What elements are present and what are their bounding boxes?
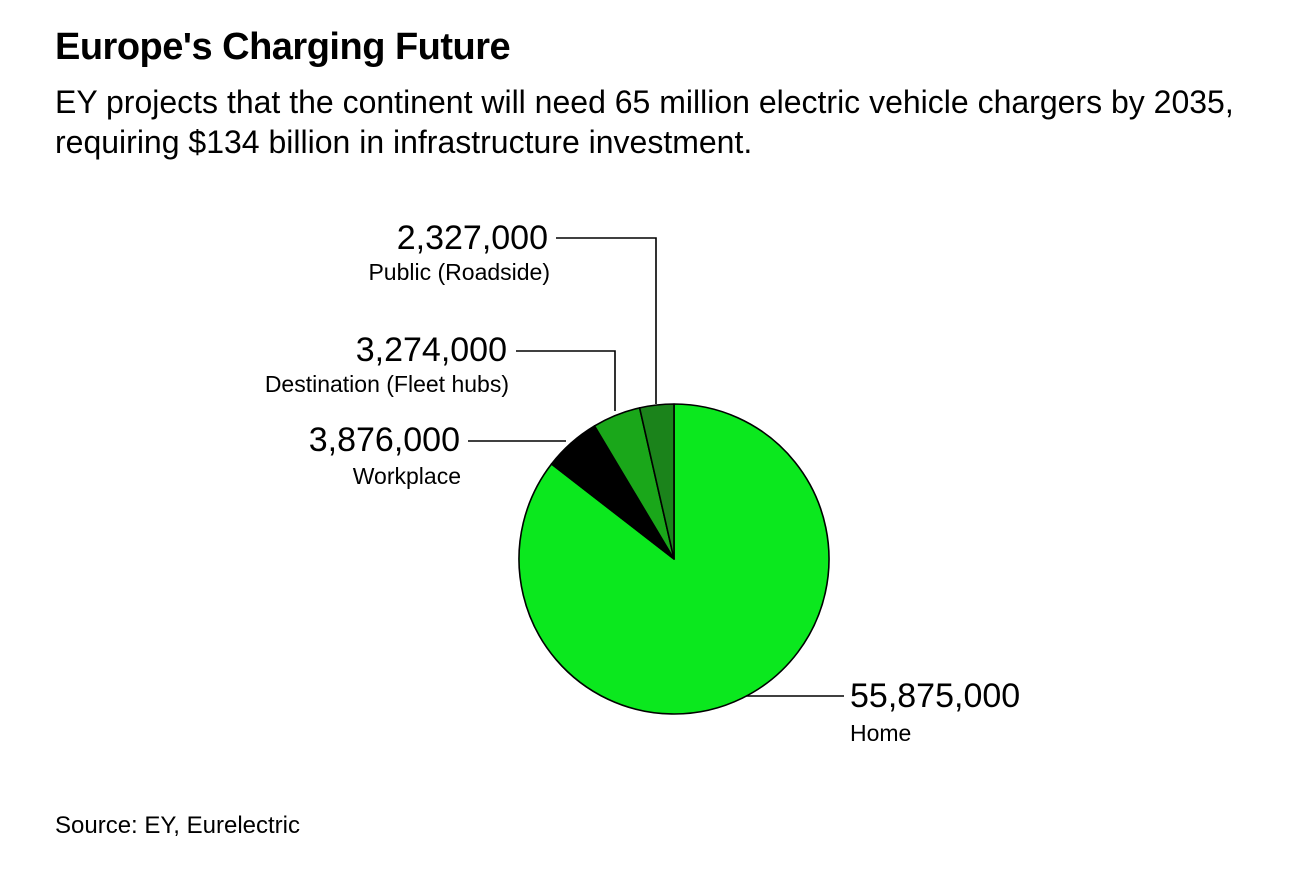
value-label-destination: 3,274,000	[356, 331, 507, 369]
leader-line-destination	[516, 350, 616, 411]
pie-slice-public	[638, 403, 675, 560]
category-label-public: Public (Roadside)	[368, 259, 550, 285]
chart-title: Europe's Charging Future	[55, 26, 511, 68]
pie-slices	[518, 403, 830, 715]
pie-slice-home	[518, 403, 830, 715]
chart-subtitle: EY projects that the continent will need…	[55, 84, 1234, 160]
value-label-public: 2,327,000	[397, 219, 548, 257]
category-label-workplace: Workplace	[353, 463, 461, 489]
category-label-destination: Destination (Fleet hubs)	[265, 371, 509, 397]
category-label-home: Home	[850, 720, 911, 746]
source-note: Source: EY, Eurelectric	[55, 812, 301, 839]
value-label-home: 55,875,000	[850, 677, 1020, 715]
value-label-workplace: 3,876,000	[309, 421, 460, 459]
leader-line-public	[556, 237, 657, 404]
